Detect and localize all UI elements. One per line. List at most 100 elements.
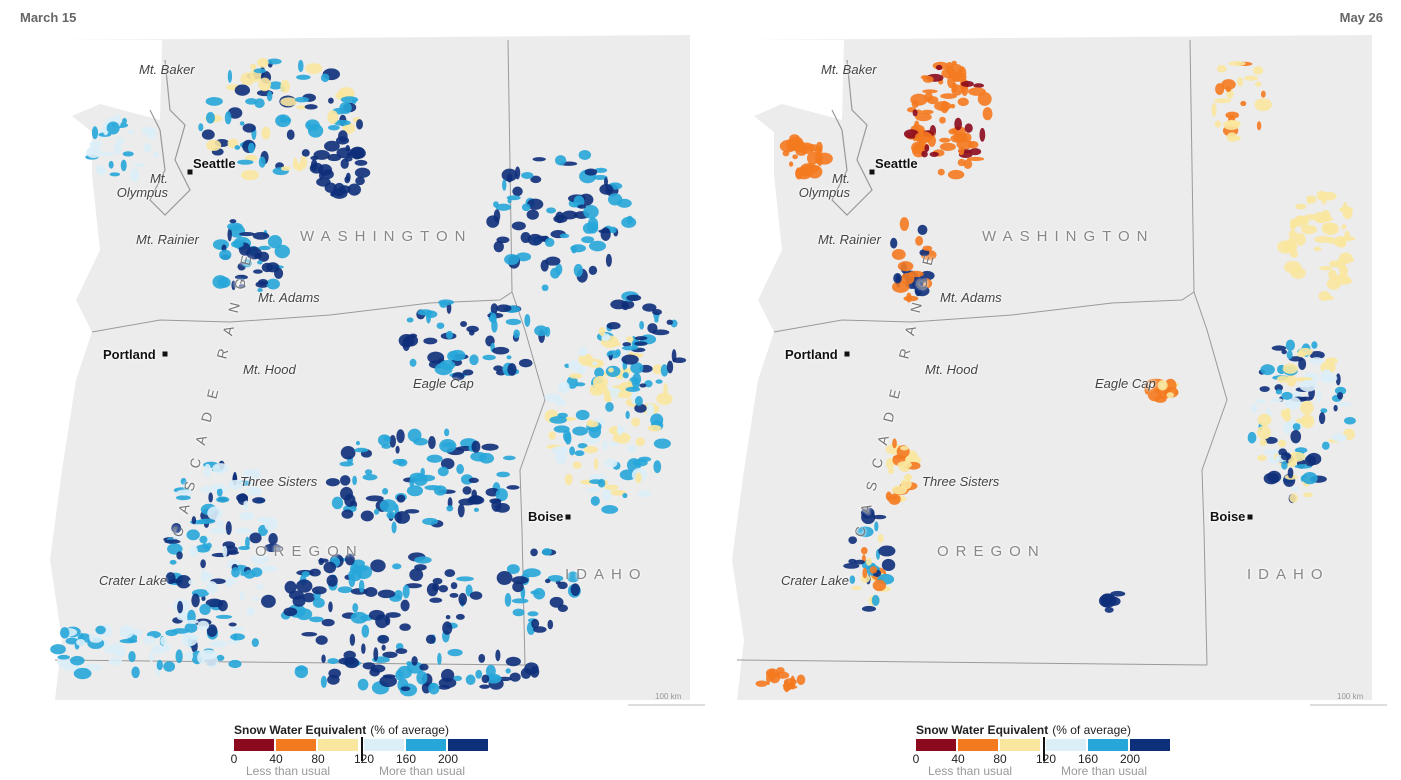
snow-patch [1281, 349, 1287, 355]
snow-patch [1277, 240, 1295, 254]
snow-patch [284, 580, 297, 594]
snow-patch [881, 558, 896, 572]
snow-patch [216, 487, 223, 497]
snow-patch [257, 278, 269, 286]
snow-patch [1334, 386, 1347, 395]
peak-label: Eagle Cap [413, 376, 474, 391]
snow-patch [358, 579, 365, 593]
snow-patch [330, 191, 335, 197]
snow-patch [400, 686, 411, 692]
snow-patch [556, 395, 562, 402]
snow-patch [949, 103, 956, 109]
city-marker [565, 514, 571, 520]
snow-patch [201, 569, 207, 583]
snow-patch [586, 420, 599, 428]
snow-patch [191, 593, 200, 608]
peak-label: Mt. Hood [925, 362, 978, 377]
snow-patch [851, 585, 862, 590]
snow-patch [222, 545, 228, 558]
snow-patch [1157, 380, 1168, 391]
snow-patch [592, 361, 598, 366]
snow-patch [660, 364, 669, 377]
snow-patch [417, 309, 433, 316]
snow-patch [788, 161, 794, 167]
snow-patch [130, 168, 140, 183]
snow-patch [937, 168, 945, 176]
snow-patch [355, 176, 365, 186]
snow-patch [495, 649, 501, 662]
snow-patch [440, 458, 455, 470]
snow-patch [637, 490, 652, 497]
snow-patch [473, 507, 480, 512]
snow-patch [1295, 233, 1306, 246]
snow-patch [253, 68, 267, 74]
snow-patch [164, 539, 181, 544]
snow-patch [428, 682, 440, 695]
snow-patch [236, 527, 252, 534]
snow-patch [444, 428, 450, 437]
snow-patch [544, 578, 551, 584]
snow-patch [490, 303, 498, 315]
snow-patch [301, 571, 310, 578]
snow-patch [599, 184, 614, 195]
snow-patch [238, 284, 246, 289]
snow-patch [610, 299, 627, 310]
snow-patch [900, 272, 915, 285]
snow-patch [237, 159, 254, 165]
snow-patch [327, 124, 340, 131]
snow-patch [1309, 357, 1324, 365]
snow-patch [612, 432, 631, 444]
snow-patch [205, 581, 218, 595]
snow-patch [511, 576, 529, 584]
snow-patch [619, 469, 637, 481]
snow-patch [426, 583, 439, 597]
snow-patch [305, 119, 320, 131]
snow-patch [379, 499, 397, 513]
snow-patch [386, 511, 396, 519]
snow-patch [471, 440, 481, 453]
snow-patch [437, 652, 442, 665]
snow-patch [549, 596, 564, 608]
snow-patch [615, 349, 621, 357]
snow-patch [320, 73, 330, 83]
snow-patch [610, 342, 621, 347]
snow-patch [436, 322, 445, 329]
snow-patch [365, 495, 384, 502]
snow-patch [127, 129, 135, 135]
snow-patch [904, 474, 912, 481]
legend-tick: 200 [1119, 752, 1141, 766]
snow-patch [594, 457, 599, 470]
snow-patch [653, 460, 662, 474]
snow-patch [439, 359, 456, 371]
snow-patch [210, 484, 225, 490]
snow-patch [1211, 102, 1217, 117]
peak-label: Mt. Hood [243, 362, 296, 377]
snow-patch [1299, 379, 1318, 392]
snow-patch [120, 159, 127, 172]
snow-patch [1321, 197, 1327, 205]
city-label: Boise [528, 509, 564, 524]
snow-patch [148, 651, 154, 662]
snow-patch [502, 455, 516, 461]
snow-patch [201, 595, 206, 601]
legend-divider [361, 737, 363, 761]
snow-patch [202, 541, 212, 550]
snow-patch [1144, 382, 1150, 395]
snow-patch [225, 577, 233, 588]
snow-patch [507, 363, 517, 376]
legend-tick: 80 [311, 752, 325, 766]
snow-patch [769, 671, 781, 684]
snow-patch [554, 451, 567, 465]
snow-patch [652, 364, 663, 375]
snow-patch [199, 649, 218, 660]
city-marker [162, 351, 168, 357]
snow-patch [324, 140, 340, 152]
snow-patch [400, 599, 410, 612]
snow-patch [1320, 369, 1333, 383]
legend-swatch [916, 739, 956, 751]
snow-patch [1221, 79, 1236, 90]
snow-patch [236, 493, 248, 502]
snow-patch [496, 571, 513, 585]
snow-patch [574, 450, 585, 457]
snow-patch [848, 536, 858, 544]
